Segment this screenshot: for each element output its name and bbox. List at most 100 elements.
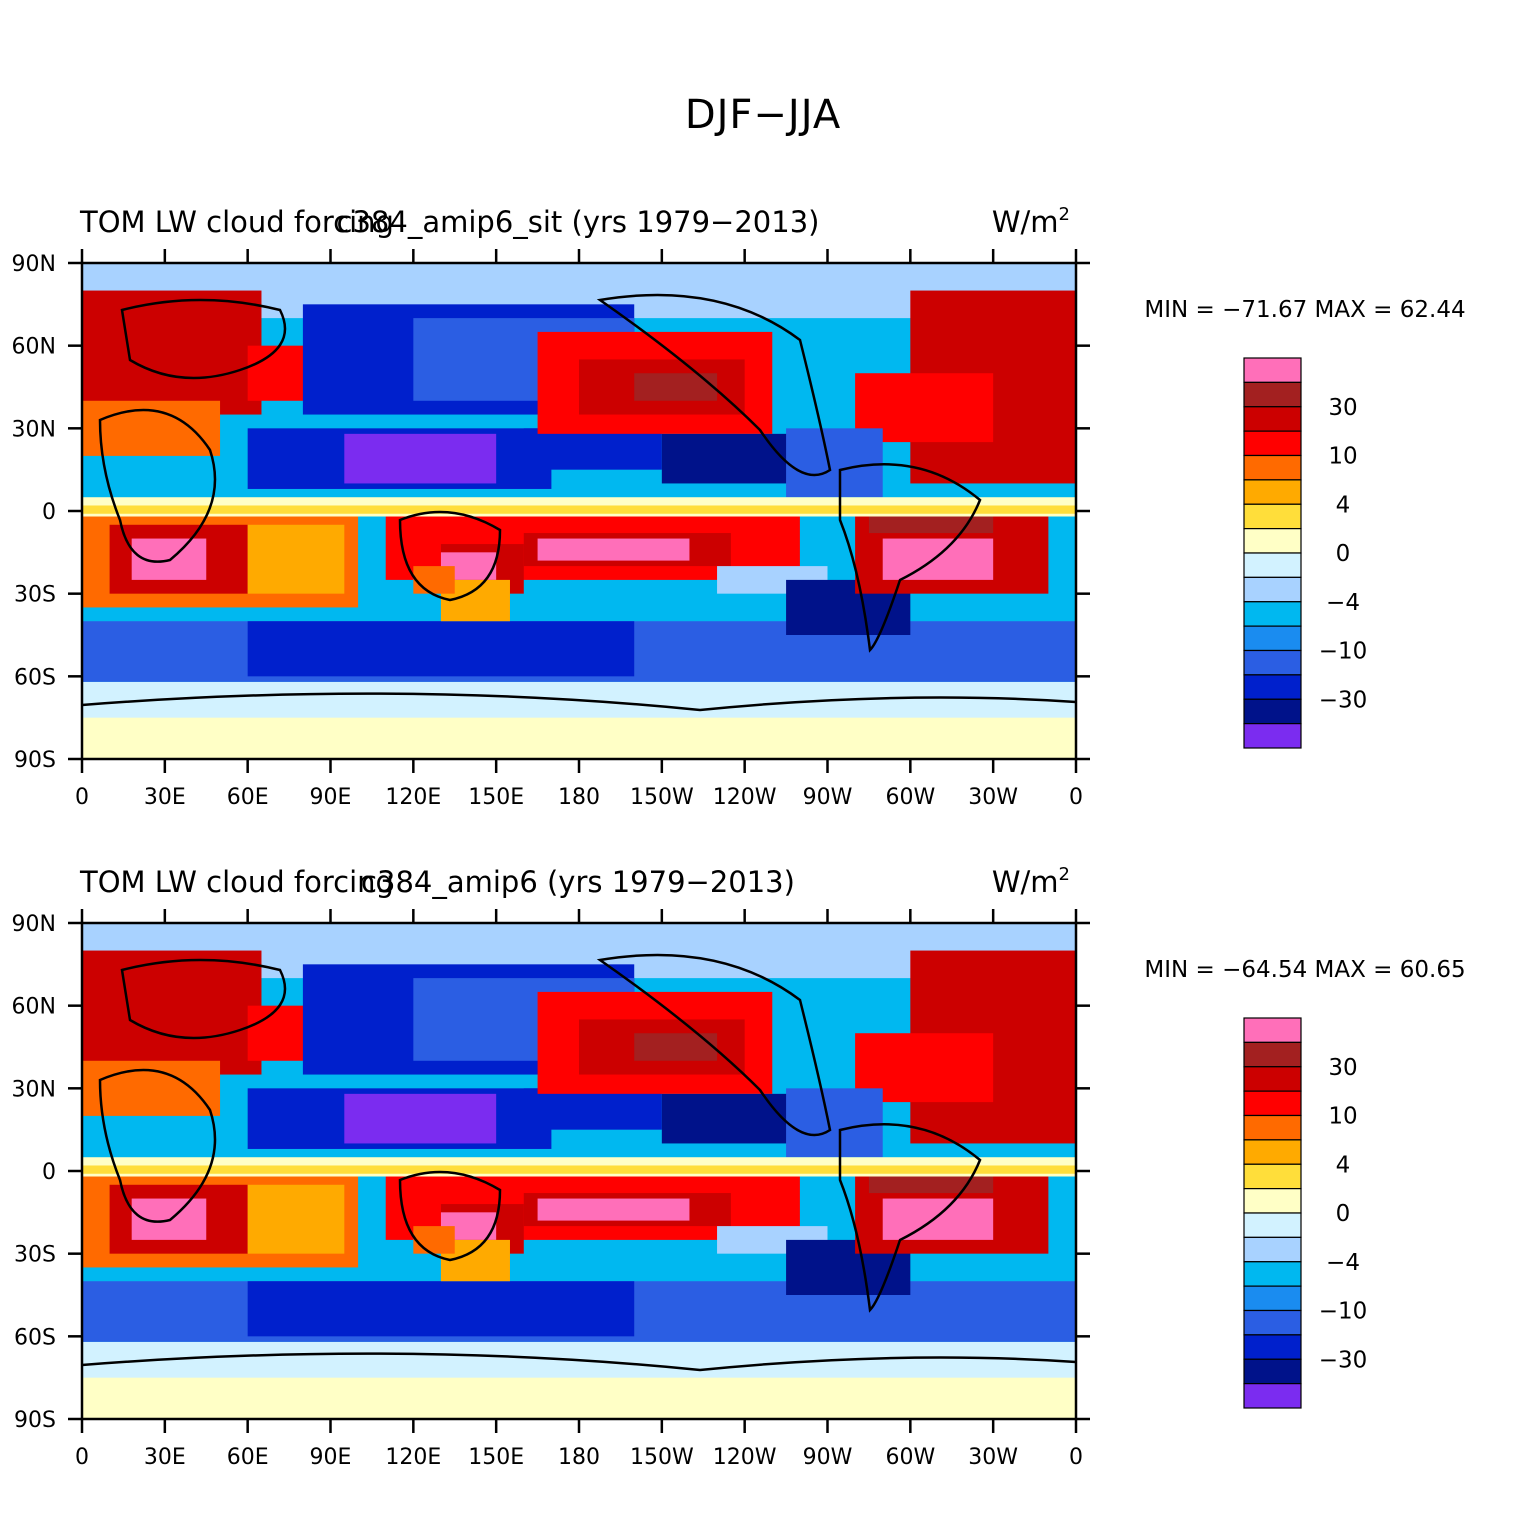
map-field <box>81 923 1077 1419</box>
colorbar-swatch <box>1243 479 1302 505</box>
lon-label: 60E <box>227 785 269 810</box>
colorbar-swatch <box>1243 1041 1302 1068</box>
colorbar-label: −4 <box>1326 1250 1360 1276</box>
lat-label: 0 <box>42 1160 56 1185</box>
lat-label: 60S <box>14 1325 56 1350</box>
colorbar: 30 10 4 0 −4 −10 −30 <box>1243 1017 1368 1409</box>
lon-label: 120E <box>385 1445 441 1470</box>
colorbar-label: −30 <box>1319 1347 1368 1373</box>
colorbar-swatch <box>1243 1285 1302 1312</box>
coastline <box>838 1123 982 1313</box>
lat-label: 0 <box>42 500 56 525</box>
coastline <box>120 958 287 1040</box>
coastline <box>838 463 982 653</box>
contour-region <box>247 621 635 677</box>
lat-label: 90N <box>12 252 56 277</box>
contour-region <box>661 433 800 484</box>
colorbar-swatch <box>1243 1309 1302 1336</box>
contour-region <box>882 1198 994 1240</box>
contour-region <box>661 1093 800 1144</box>
coastline <box>398 510 502 602</box>
lon-label: 30E <box>144 1445 186 1470</box>
contour-region <box>634 1033 718 1061</box>
coastline <box>81 692 1077 712</box>
colorbar-label: −4 <box>1326 590 1360 616</box>
contour-region <box>247 1281 635 1337</box>
colorbar-swatch <box>1243 1017 1302 1043</box>
lon-label: 60W <box>885 1445 935 1470</box>
colorbar-swatch <box>1243 625 1302 652</box>
lon-label: 120W <box>713 785 777 810</box>
contour-region <box>882 538 994 580</box>
colorbar-label: 4 <box>1336 492 1351 518</box>
colorbar-swatch <box>1243 649 1302 676</box>
contour-region <box>634 373 718 401</box>
contour-region <box>413 1226 455 1254</box>
panel-units: W/m2 <box>992 204 1070 239</box>
lon-label: 150W <box>630 785 694 810</box>
colorbar-swatch <box>1243 1383 1302 1409</box>
contour-region <box>413 566 455 594</box>
lat-label: 90S <box>14 1408 56 1433</box>
colorbar-swatch <box>1243 1066 1302 1092</box>
colorbar-swatch <box>1243 1261 1302 1287</box>
lon-label: 90E <box>310 1445 352 1470</box>
coastline <box>596 953 832 1137</box>
contour-region <box>247 524 345 594</box>
contour-region <box>786 428 883 498</box>
map-panel-sit: TOM LW cloud forcing c384_amip6_sit (yrs… <box>0 190 1526 850</box>
colorbar-swatch <box>1243 601 1302 627</box>
lat-label: 30S <box>14 583 56 608</box>
lat-label: 60S <box>14 665 56 690</box>
contour-region <box>82 717 1076 759</box>
colorbar-swatch <box>1243 503 1302 530</box>
panel-left-title: TOM LW cloud forcing <box>79 865 394 899</box>
colorbar-swatch <box>1243 576 1302 603</box>
lon-label: 0 <box>1069 1445 1083 1470</box>
contour-region <box>247 1184 345 1254</box>
colorbar-label: −10 <box>1319 1299 1368 1325</box>
lat-axis: 90N 60N 30N 0 30S 60S 90S <box>12 252 1090 773</box>
lon-label: 30W <box>968 785 1018 810</box>
contour-region <box>868 516 994 534</box>
colorbar-label: −30 <box>1319 687 1368 713</box>
coastline <box>81 1352 1077 1372</box>
lon-label: 180 <box>558 1445 600 1470</box>
lat-label: 90S <box>14 748 56 773</box>
colorbar-swatch <box>1243 1236 1302 1263</box>
lon-label: 180 <box>558 785 600 810</box>
colorbar-swatch <box>1243 1090 1302 1117</box>
lon-label: 120E <box>385 785 441 810</box>
colorbar-label: 30 <box>1328 395 1357 421</box>
coastline <box>98 1068 217 1223</box>
colorbar-label: 10 <box>1328 444 1357 470</box>
contour-region <box>786 1088 883 1158</box>
map-field <box>81 263 1077 759</box>
colorbar-swatch <box>1243 1212 1302 1238</box>
min-max-stats: MIN = −64.54 MAX = 60.65 <box>1144 957 1465 983</box>
lon-label: 90W <box>803 785 853 810</box>
lon-label: 150E <box>468 1445 524 1470</box>
colorbar-swatch <box>1243 1334 1302 1360</box>
contour-region <box>523 1088 662 1130</box>
lon-label: 150E <box>468 785 524 810</box>
lon-label: 60W <box>885 785 935 810</box>
contour-region <box>537 538 690 561</box>
contour-region <box>344 1093 497 1144</box>
contour-region <box>537 1198 690 1221</box>
lon-label: 150W <box>630 1445 694 1470</box>
lon-label: 90W <box>803 1445 853 1470</box>
panel-center-title: c384_amip6 (yrs 1979−2013) <box>361 865 795 899</box>
colorbar-label: 0 <box>1336 541 1351 567</box>
coastline <box>120 298 287 380</box>
panel-units: W/m2 <box>992 864 1070 899</box>
contour-region <box>868 1176 994 1194</box>
colorbar-swatch <box>1243 1358 1302 1385</box>
lon-label: 30E <box>144 785 186 810</box>
contour-region <box>344 433 497 484</box>
lon-label: 0 <box>75 1445 89 1470</box>
lat-label: 30N <box>12 417 56 442</box>
colorbar-swatch <box>1243 357 1302 383</box>
colorbar-swatch <box>1243 528 1302 554</box>
